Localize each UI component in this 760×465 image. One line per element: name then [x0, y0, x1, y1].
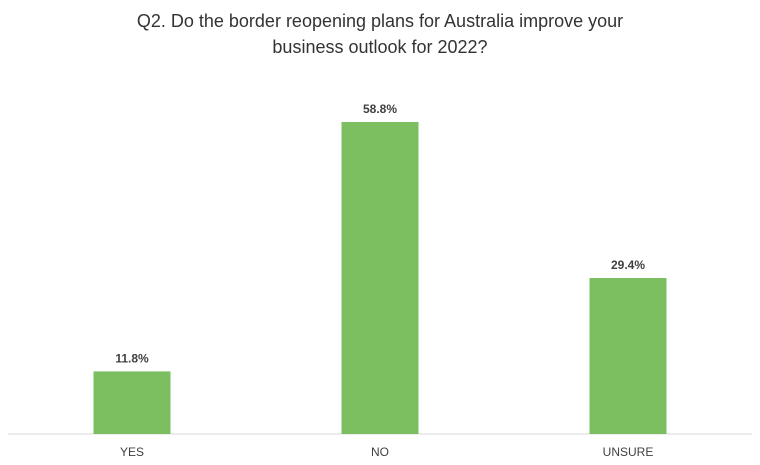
chart-title: Q2. Do the border reopening plans for Au… — [0, 8, 760, 60]
category-label-yes: YES — [120, 445, 144, 459]
bar-unsure — [589, 278, 667, 434]
bar-no — [341, 122, 419, 434]
chart-title-line-2: business outlook for 2022? — [272, 37, 488, 57]
bars-group — [93, 122, 667, 434]
data-label-no: 58.8% — [363, 102, 397, 116]
data-label-yes: 11.8% — [115, 351, 149, 365]
chart-title-line-1: Q2. Do the border reopening plans for Au… — [136, 11, 624, 31]
category-label-unsure: UNSURE — [603, 445, 654, 459]
category-label-no: NO — [371, 445, 389, 459]
data-labels-group: 11.8% 58.8% 29.4% — [115, 102, 645, 365]
category-labels-group: YES NO UNSURE — [120, 445, 653, 459]
data-label-unsure: 29.4% — [611, 258, 645, 272]
bar-yes — [93, 371, 171, 434]
